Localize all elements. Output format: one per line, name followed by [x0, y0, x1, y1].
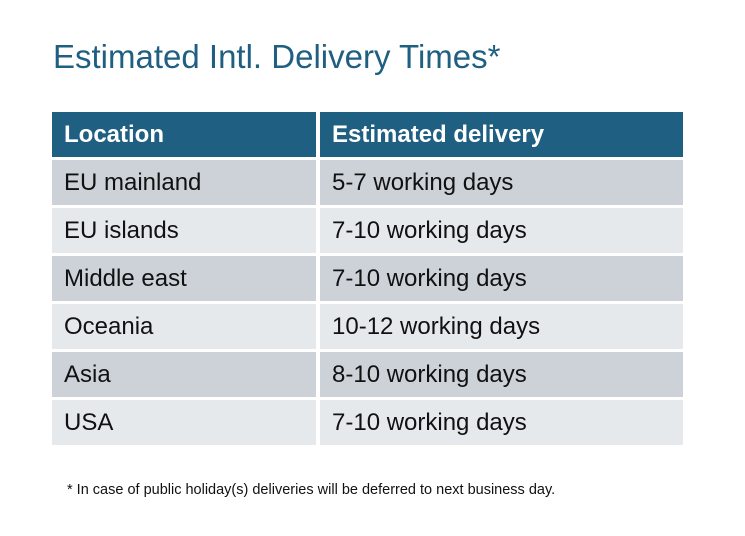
delivery-cell: 7-10 working days	[320, 208, 683, 253]
location-cell: EU islands	[52, 208, 316, 253]
table-row: Oceania 10-12 working days	[52, 304, 683, 349]
table-row: EU mainland 5-7 working days	[52, 160, 683, 205]
delivery-cell: 8-10 working days	[320, 352, 683, 397]
column-header-location: Location	[52, 112, 316, 157]
location-cell: USA	[52, 400, 316, 445]
location-cell: Oceania	[52, 304, 316, 349]
table-row: EU islands 7-10 working days	[52, 208, 683, 253]
table-header-row: Location Estimated delivery	[52, 112, 683, 157]
delivery-cell: 5-7 working days	[320, 160, 683, 205]
location-cell: Middle east	[52, 256, 316, 301]
table-row: USA 7-10 working days	[52, 400, 683, 445]
footnote: * In case of public holiday(s) deliverie…	[67, 482, 556, 498]
delivery-cell: 7-10 working days	[320, 256, 683, 301]
column-header-estimated-delivery: Estimated delivery	[320, 112, 683, 157]
delivery-cell: 7-10 working days	[320, 400, 683, 445]
delivery-cell: 10-12 working days	[320, 304, 683, 349]
location-cell: EU mainland	[52, 160, 316, 205]
table-row: Asia 8-10 working days	[52, 352, 683, 397]
location-cell: Asia	[52, 352, 316, 397]
delivery-table: Location Estimated delivery EU mainland 5…	[48, 109, 687, 448]
table-row: Middle east 7-10 working days	[52, 256, 683, 301]
page-title: Estimated Intl. Delivery Times*	[53, 38, 501, 75]
